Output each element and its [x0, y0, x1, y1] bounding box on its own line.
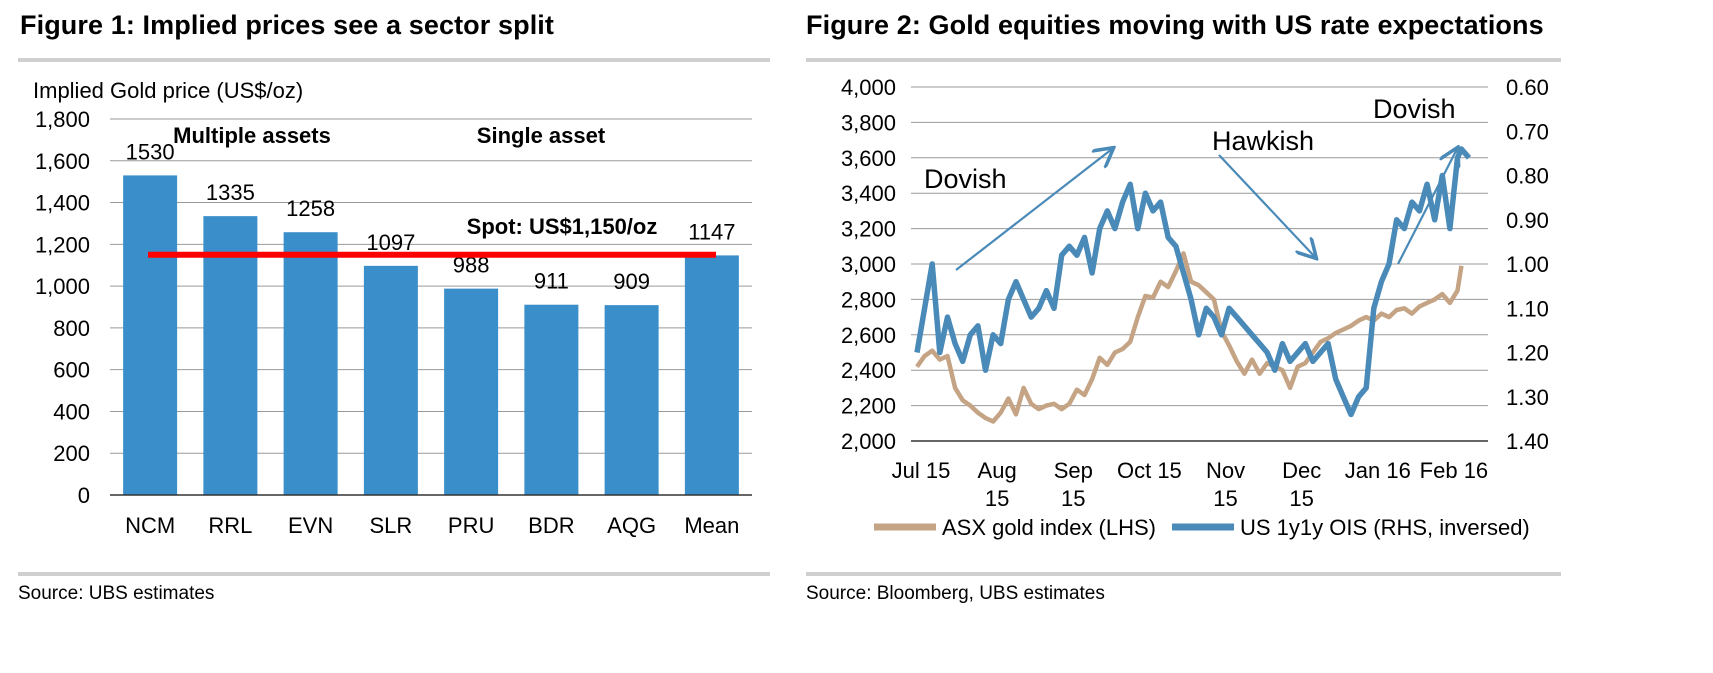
y-tick-label: 400 [53, 399, 90, 424]
series-line-us-1y1y-ois [914, 146, 1472, 418]
x-tick-label: Aug [978, 458, 1017, 483]
y-tick-label: 1,000 [35, 274, 90, 299]
left-y-tick-label: 4,000 [841, 75, 896, 100]
x-tick-label: EVN [288, 513, 333, 538]
right-y-tick-label: 1.10 [1506, 296, 1549, 321]
left-y-tick-label: 2,200 [841, 394, 896, 419]
group-label-single-asset: Single asset [477, 123, 606, 148]
right-y-tick-label: 1.40 [1506, 429, 1549, 454]
right-y-tick-label: 1.00 [1506, 252, 1549, 277]
right-y-tick-label: 0.60 [1506, 75, 1549, 100]
x-tick-label: Mean [684, 513, 739, 538]
y-tick-label: 1,600 [35, 149, 90, 174]
figure-1-top-rule [18, 58, 770, 62]
bar [684, 255, 739, 495]
left-y-tick-label: 2,800 [841, 287, 896, 312]
x-tick-label: RRL [208, 513, 252, 538]
right-y-tick-label: 1.30 [1506, 385, 1549, 410]
x-tick-label: Jul 15 [892, 458, 951, 483]
bar [524, 304, 579, 495]
x-tick-label-line2: 15 [1289, 486, 1313, 511]
left-y-tick-label: 3,800 [841, 110, 896, 135]
bar-value-label: 1530 [126, 139, 175, 164]
dovish-arrow-2 [1397, 149, 1457, 265]
figure-1-title: Figure 1: Implied prices see a sector sp… [20, 10, 554, 40]
x-tick-label-line2: 15 [985, 486, 1009, 511]
figure-1-source: Source: UBS estimates [18, 583, 215, 604]
x-tick-label-line2: 15 [1061, 486, 1085, 511]
x-tick-label: SLR [369, 513, 412, 538]
group-label-multiple-assets: Multiple assets [173, 123, 331, 148]
bar-value-label: 1335 [206, 180, 255, 205]
bar [283, 232, 338, 495]
x-tick-label: AQG [607, 513, 656, 538]
left-y-tick-label: 2,400 [841, 358, 896, 383]
y-tick-label: 1,400 [35, 191, 90, 216]
x-tick-label: PRU [448, 513, 494, 538]
right-y-tick-label: 0.70 [1506, 119, 1549, 144]
y-tick-label: 800 [53, 316, 90, 341]
bar-value-label: 909 [613, 269, 650, 294]
x-tick-label: Feb 16 [1420, 458, 1489, 483]
left-y-tick-label: 3,000 [841, 252, 896, 277]
figure-1-chart: Implied Gold price (US$/oz) 0 200 400 600 800… [33, 78, 752, 538]
left-y-tick-label: 3,400 [841, 181, 896, 206]
dovish-arrow-1 [955, 149, 1112, 271]
bar-value-label: 1147 [688, 219, 735, 244]
x-tick-label: Sep [1054, 458, 1093, 483]
bar [123, 175, 178, 495]
figure-2-bottom-rule [806, 572, 1561, 576]
figure-2-panel: Figure 2: Gold equities moving with US r… [806, 0, 1713, 673]
x-tick-label: Oct 15 [1117, 458, 1182, 483]
bar [363, 265, 418, 495]
figure-1-panel: Figure 1: Implied prices see a sector sp… [0, 0, 850, 673]
legend-label-us-1y1y-ois: US 1y1y OIS (RHS, inversed) [1240, 515, 1530, 540]
left-y-tick-label: 3,600 [841, 146, 896, 171]
legend-label-asx-gold-index: ASX gold index (LHS) [942, 515, 1156, 540]
right-y-tick-label: 0.80 [1506, 164, 1549, 189]
y-axis-label: Implied Gold price (US$/oz) [33, 78, 303, 103]
x-tick-label-line2: 15 [1213, 486, 1237, 511]
spot-price-label: Spot: US$1,150/oz [467, 214, 658, 239]
left-y-tick-label: 2,000 [841, 429, 896, 454]
y-tick-label: 200 [53, 441, 90, 466]
y-tick-label: 1,800 [35, 107, 90, 132]
bar-value-label: 1097 [366, 230, 415, 255]
left-y-tick-label: 3,200 [841, 217, 896, 242]
bar-value-label: 911 [534, 269, 569, 294]
annotation-hawkish: Hawkish [1212, 126, 1314, 156]
y-tick-label: 0 [78, 483, 90, 508]
y-tick-label: 1,200 [35, 232, 90, 257]
right-y-tick-label: 0.90 [1506, 208, 1549, 233]
hawkish-arrow [1218, 154, 1315, 257]
y-tick-label: 600 [53, 358, 90, 383]
x-tick-label: BDR [528, 513, 574, 538]
bar-value-label: 1258 [286, 196, 335, 221]
bar [203, 216, 258, 495]
bar [604, 305, 659, 495]
left-y-tick-label: 2,600 [841, 323, 896, 348]
figure-2-top-rule [806, 58, 1561, 62]
x-tick-label: Nov [1206, 458, 1245, 483]
x-tick-label: Dec [1282, 458, 1321, 483]
bar [444, 288, 499, 495]
x-tick-label: Jan 16 [1345, 458, 1411, 483]
annotation-dovish-1: Dovish [924, 164, 1007, 194]
figure-1-bottom-rule [18, 572, 770, 576]
annotation-dovish-2: Dovish [1373, 94, 1456, 124]
figure-2-source: Source: Bloomberg, UBS estimates [806, 583, 1105, 604]
x-tick-label: NCM [125, 513, 175, 538]
figure-2-title: Figure 2: Gold equities moving with US r… [806, 10, 1544, 40]
right-y-tick-label: 1.20 [1506, 341, 1549, 366]
figure-2-chart: 2,000 2,200 2,400 2,600 2,800 3,000 3,200 3,400… [841, 75, 1549, 540]
